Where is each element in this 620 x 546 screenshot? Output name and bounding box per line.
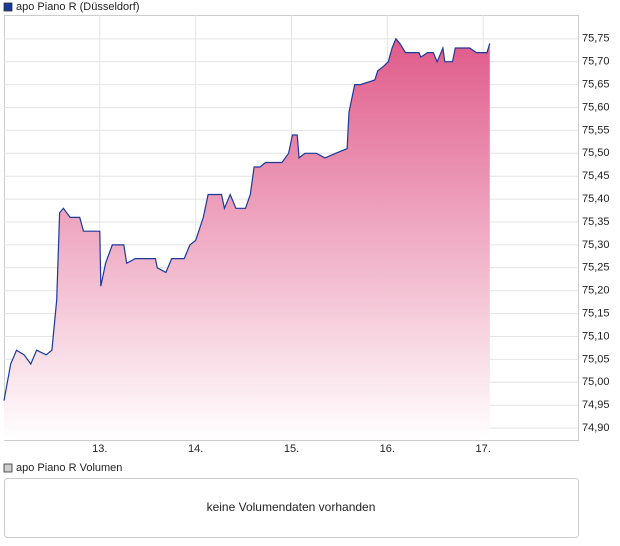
y-tick-label: 75,40 xyxy=(582,193,610,205)
legend-label: apo Piano R Volumen xyxy=(16,462,122,474)
x-tick-label: 15. xyxy=(284,443,299,455)
x-tick-label: 14. xyxy=(188,443,203,455)
no-data-message: keine Volumendaten vorhanden xyxy=(207,500,376,514)
y-tick-label: 75,25 xyxy=(582,262,610,274)
y-tick-label: 74,90 xyxy=(582,422,610,434)
y-tick-label: 75,35 xyxy=(582,216,610,228)
y-tick-label: 75,50 xyxy=(582,147,610,159)
y-tick-label: 75,55 xyxy=(582,124,610,136)
y-tick-label: 75,30 xyxy=(582,239,610,251)
y-tick-label: 75,00 xyxy=(582,376,610,388)
y-tick-label: 74,95 xyxy=(582,399,610,411)
legend-swatch xyxy=(3,463,13,473)
y-tick-label: 75,70 xyxy=(582,56,610,68)
volume-frame xyxy=(4,478,579,538)
y-tick-label: 75,65 xyxy=(582,79,610,91)
y-tick-label: 75,20 xyxy=(582,285,610,297)
x-tick-label: 13. xyxy=(92,443,107,455)
y-tick-label: 75,05 xyxy=(582,353,610,365)
y-tick-label: 75,45 xyxy=(582,170,610,182)
legend-label: apo Piano R (Düsseldorf) xyxy=(16,1,140,13)
x-tick-label: 16. xyxy=(380,443,395,455)
y-tick-label: 75,15 xyxy=(582,308,610,320)
legend-swatch xyxy=(3,2,13,12)
y-tick-label: 75,10 xyxy=(582,330,610,342)
area-fill xyxy=(4,38,490,441)
y-tick-label: 75,60 xyxy=(582,101,610,113)
x-tick-label: 17. xyxy=(475,443,490,455)
y-tick-label: 75,75 xyxy=(582,33,610,45)
price-line xyxy=(3,37,491,401)
